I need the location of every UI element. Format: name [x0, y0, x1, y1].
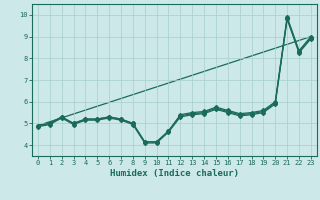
X-axis label: Humidex (Indice chaleur): Humidex (Indice chaleur) [110, 169, 239, 178]
